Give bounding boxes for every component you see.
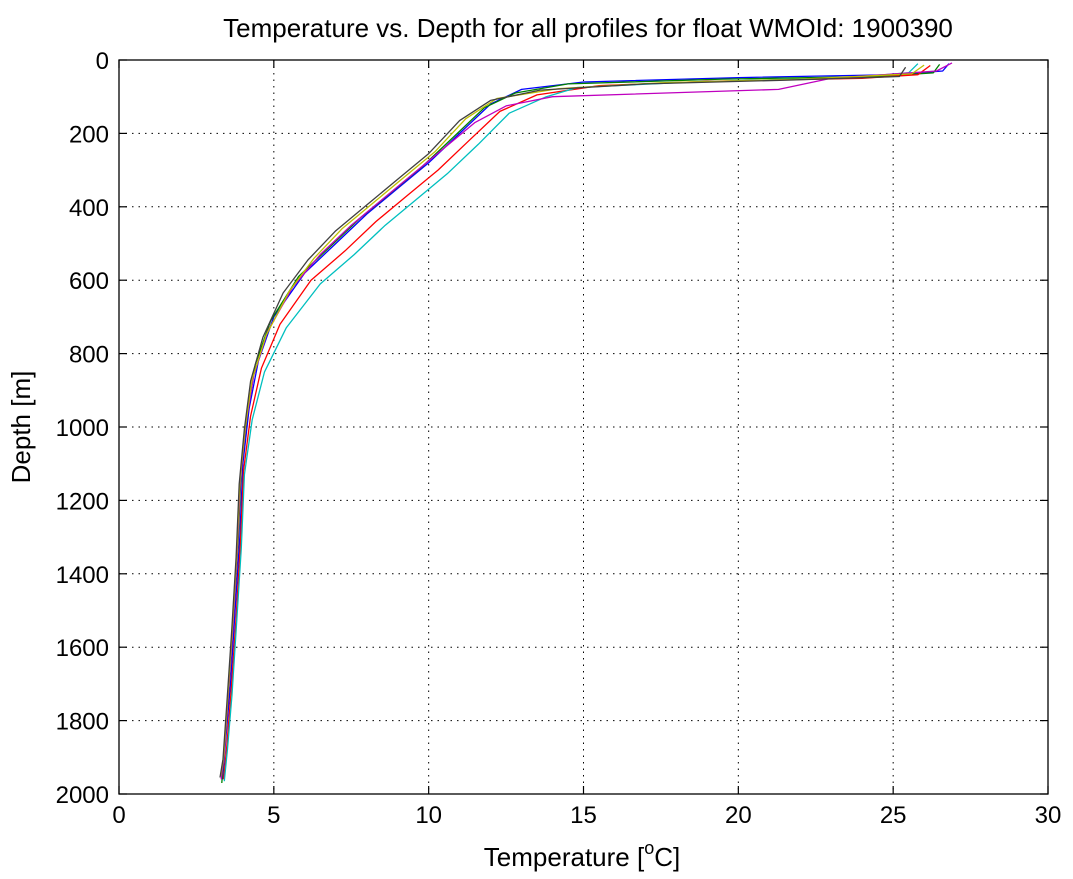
profile-lines — [219, 62, 953, 784]
y-tick-label: 2000 — [56, 782, 109, 809]
chart-title: Temperature vs. Depth for all profiles f… — [223, 13, 953, 43]
y-tick-label: 400 — [69, 195, 109, 222]
profile-line-1 — [222, 63, 950, 780]
tick-marks — [118, 59, 1049, 795]
profile-line-7 — [219, 66, 907, 778]
series-layer — [219, 62, 953, 784]
plot-background — [119, 60, 1048, 794]
x-tick-label: 30 — [1035, 802, 1062, 829]
x-tick-label: 25 — [880, 802, 907, 829]
x-tick-label: 5 — [267, 802, 280, 829]
y-tick-label: 200 — [69, 121, 109, 148]
y-tick-label: 1800 — [56, 709, 109, 736]
x-tick-label: 0 — [112, 802, 125, 829]
grid-lines — [119, 60, 1048, 794]
y-axis-label: Depth [m] — [6, 371, 36, 484]
x-tick-label: 20 — [725, 802, 752, 829]
x-axis-label-main: Temperature [ — [484, 842, 645, 872]
x-axis-label-end: C] — [654, 842, 680, 872]
y-tick-label: 800 — [69, 342, 109, 369]
x-tick-label: 10 — [415, 802, 442, 829]
y-tick-label: 1600 — [56, 635, 109, 662]
x-axis-label-superscript: o — [644, 838, 654, 858]
x-tick-labels: 0 5 10 15 20 25 30 — [112, 802, 1061, 829]
y-tick-label: 0 — [96, 48, 109, 75]
y-tick-label: 600 — [69, 268, 109, 295]
y-tick-label: 1000 — [56, 415, 109, 442]
y-tick-labels: 0 200 400 600 800 1000 1200 1400 1600 1800 2000 — [56, 48, 109, 809]
x-tick-label: 15 — [570, 802, 597, 829]
x-axis-label: Temperature [oC] — [484, 838, 680, 872]
y-tick-label: 1400 — [56, 562, 109, 589]
y-tick-label: 1200 — [56, 488, 109, 515]
